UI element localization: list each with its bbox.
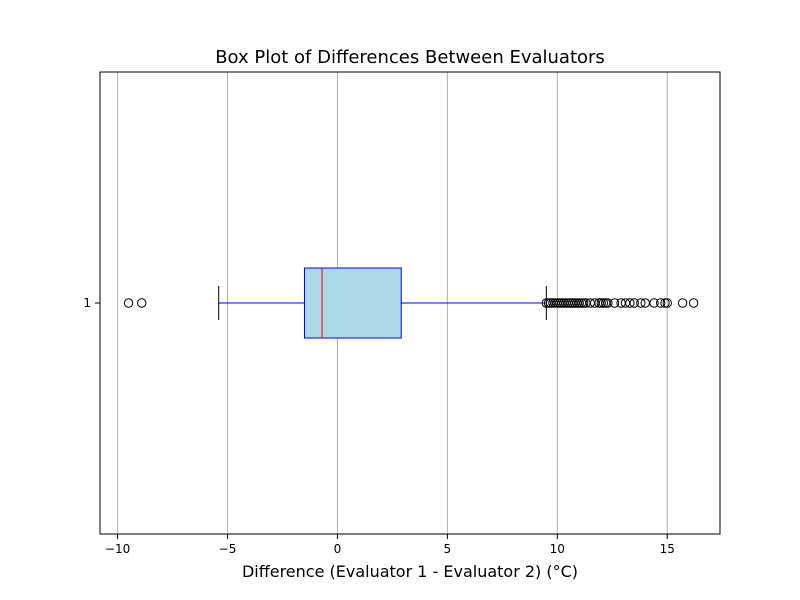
x-tick-label: 15 bbox=[660, 542, 675, 556]
outlier-point bbox=[688, 298, 699, 308]
outlier-point bbox=[596, 298, 606, 308]
x-tick-label: 0 bbox=[334, 542, 342, 556]
outlier-point bbox=[574, 298, 584, 308]
outlier-point bbox=[660, 298, 670, 308]
x-tick-label: 10 bbox=[550, 542, 565, 556]
outlier-point bbox=[655, 298, 666, 308]
outlier-point bbox=[649, 298, 659, 308]
iqr-box bbox=[303, 267, 402, 339]
outlier-point bbox=[137, 298, 147, 308]
y-axis-ticks: 1 bbox=[83, 296, 100, 310]
x-tick-label: −10 bbox=[105, 542, 130, 556]
chart-title: Box Plot of Differences Between Evaluato… bbox=[215, 47, 605, 68]
outlier-point bbox=[578, 298, 589, 308]
outlier-point bbox=[123, 298, 134, 308]
x-tick-label: 5 bbox=[444, 542, 452, 556]
outlier-point bbox=[677, 298, 688, 308]
box-plot-series bbox=[123, 267, 699, 339]
outlier-point bbox=[609, 298, 620, 308]
y-tick-label: 1 bbox=[83, 296, 91, 310]
x-tick-label: −5 bbox=[219, 542, 237, 556]
outlier-point bbox=[636, 298, 646, 308]
outlier-point bbox=[629, 298, 639, 308]
outlier-point bbox=[625, 298, 635, 308]
x-axis-ticks: −10 −5 0 5 10 15 bbox=[105, 534, 675, 556]
outlier-point bbox=[598, 298, 609, 308]
outlier-point bbox=[603, 298, 613, 308]
outlier-point bbox=[662, 298, 672, 308]
x-axis-label: Difference (Evaluator 1 - Evaluator 2) (… bbox=[242, 562, 578, 581]
